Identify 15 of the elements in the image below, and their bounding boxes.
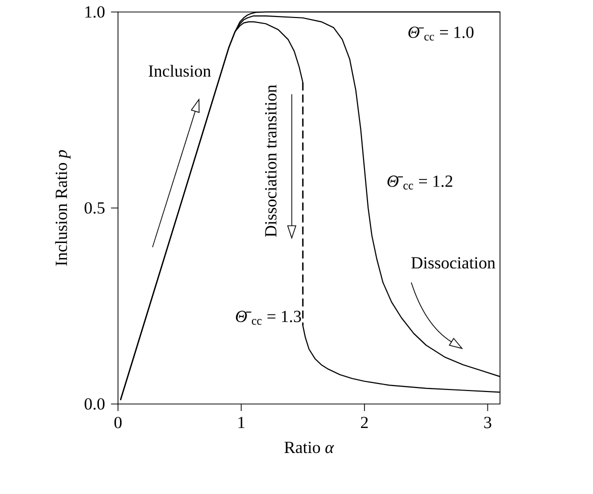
- x-tick-label: 0: [114, 416, 122, 428]
- y-tick-label: 1.0: [85, 6, 105, 18]
- y-tick-label: 0.5: [84, 202, 105, 214]
- y-axis-title: Inclusion Ratio p: [55, 150, 71, 266]
- annotation: Dissociation: [411, 257, 496, 269]
- x-tick-label: 2: [360, 416, 368, 428]
- series-label: Θ̄$_{cc}$ = 1.0: [408, 26, 474, 41]
- annotation: Dissociation transition: [265, 84, 277, 237]
- x-tick-label: 1: [238, 416, 244, 428]
- x-tick-label: 3: [484, 416, 492, 428]
- y-tick-label: 0.0: [84, 398, 105, 410]
- x-axis-title: Ratio α: [284, 442, 334, 454]
- series-label: Θ̄$_{cc}$ = 1.3: [236, 310, 301, 325]
- series-label: Θ̄$_{cc}$ = 1.2: [387, 176, 452, 190]
- annotation: Inclusion: [148, 64, 211, 77]
